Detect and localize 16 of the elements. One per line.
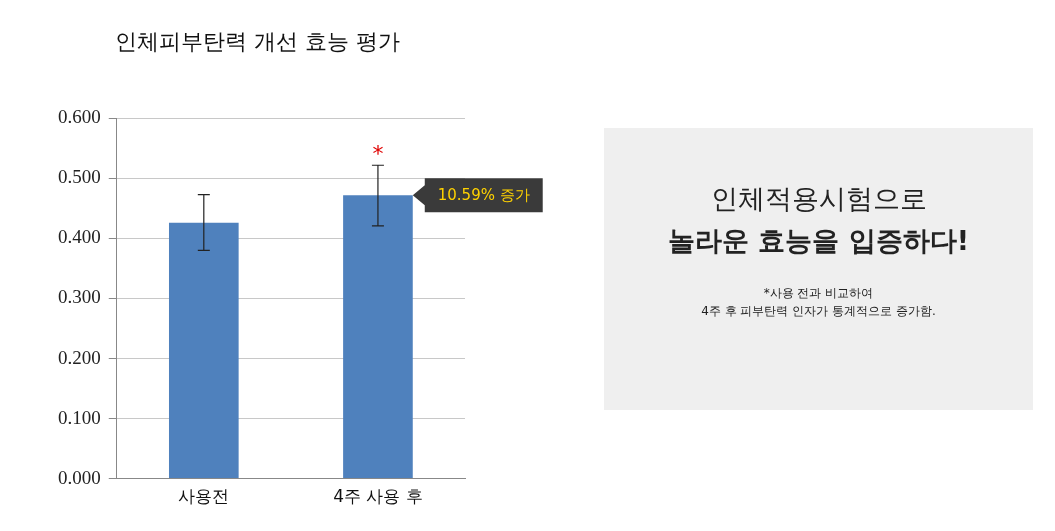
text: 놀라운 효능을 입증하다! xyxy=(666,224,971,258)
y-tick-label: 0.200 xyxy=(58,346,101,368)
y-tick-label: 0.100 xyxy=(58,406,101,428)
y-tick-label: 0.600 xyxy=(58,106,101,128)
text: *사용 전과 비교하여 xyxy=(762,285,875,302)
text: 인체적용시험으로 xyxy=(709,182,928,216)
annotation: 10.59% 증가 xyxy=(437,186,530,205)
y-tick-label: 0.400 xyxy=(58,226,101,248)
text: 4주 후 피부탄력 인자가 통계적으로 증가함. xyxy=(700,303,937,320)
x-tick-label: 4주 사용 후 xyxy=(333,486,423,507)
chart-title: 인체피부탄력 개선 효능 평가 xyxy=(115,28,400,54)
y-tick-label: 0.300 xyxy=(58,286,101,308)
x-tick-label: 사용전 xyxy=(178,486,230,507)
y-tick-label: 0.500 xyxy=(58,166,101,188)
annotation: * xyxy=(372,140,384,166)
y-tick-label: 0.000 xyxy=(58,466,101,488)
